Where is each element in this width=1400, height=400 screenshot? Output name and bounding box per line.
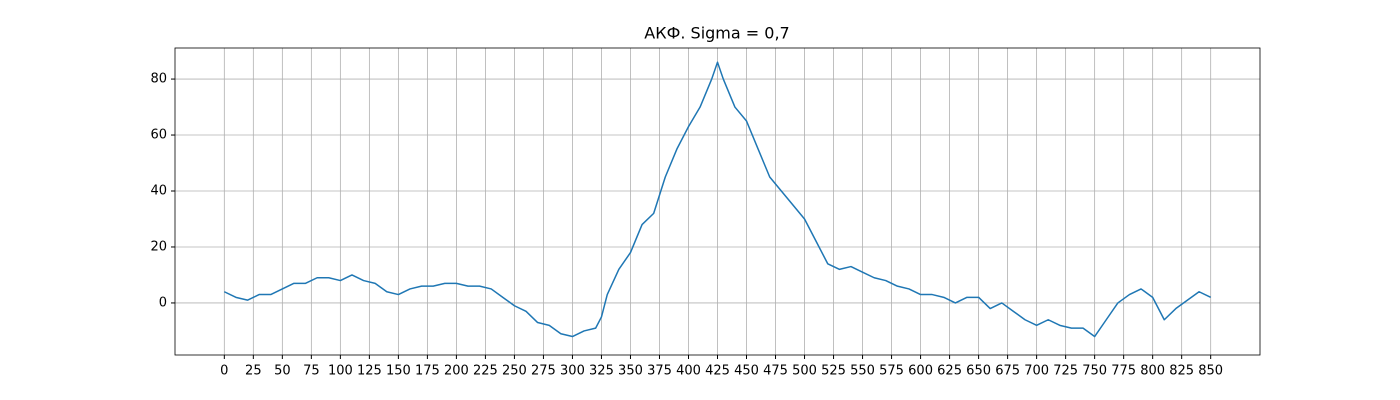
x-tick-label: 350: [618, 364, 643, 379]
chart-title: АКФ. Sigma = 0,7: [644, 24, 789, 43]
y-tick-label: 60: [150, 128, 167, 143]
x-tick-label: 250: [502, 364, 527, 379]
x-tick-label: 125: [357, 364, 382, 379]
x-tick-label: 500: [792, 364, 817, 379]
x-tick-label: 600: [908, 364, 933, 379]
x-tick-label: 25: [245, 364, 262, 379]
x-tick-label: 725: [1053, 364, 1078, 379]
x-tick-label: 625: [937, 364, 962, 379]
x-tick-label: 575: [879, 364, 904, 379]
x-tick-label: 550: [850, 364, 875, 379]
x-tick-label: 400: [676, 364, 701, 379]
x-tick-label: 700: [1024, 364, 1049, 379]
plot-frame: [174, 47, 1261, 356]
x-tick-label: 825: [1169, 364, 1194, 379]
x-tick-label: 150: [386, 364, 411, 379]
x-tick-label: 100: [328, 364, 353, 379]
x-tick-label: 850: [1198, 364, 1223, 379]
x-tick-label: 525: [821, 364, 846, 379]
x-tick-label: 750: [1082, 364, 1107, 379]
y-tick-label: 20: [150, 239, 167, 254]
x-tick-label: 800: [1140, 364, 1165, 379]
x-tick-label: 175: [415, 364, 440, 379]
x-tick-label: 775: [1111, 364, 1136, 379]
x-tick-label: 75: [303, 364, 320, 379]
x-tick-label: 675: [995, 364, 1020, 379]
x-tick-label: 425: [705, 364, 730, 379]
data-line: [223, 61, 1212, 338]
y-tick-label: 40: [150, 184, 167, 199]
x-tick-label: 475: [763, 364, 788, 379]
x-tick-label: 375: [647, 364, 672, 379]
x-tick-label: 325: [589, 364, 614, 379]
y-tick-label: 80: [150, 72, 167, 87]
x-tick-label: 200: [444, 364, 469, 379]
x-tick-label: 275: [531, 364, 556, 379]
x-tick-label: 225: [473, 364, 498, 379]
x-tick-label: 300: [560, 364, 585, 379]
x-tick-label: 50: [274, 364, 291, 379]
x-tick-label: 650: [966, 364, 991, 379]
x-tick-label: 450: [734, 364, 759, 379]
y-tick-label: 0: [159, 295, 167, 310]
x-tick-label: 0: [220, 364, 228, 379]
